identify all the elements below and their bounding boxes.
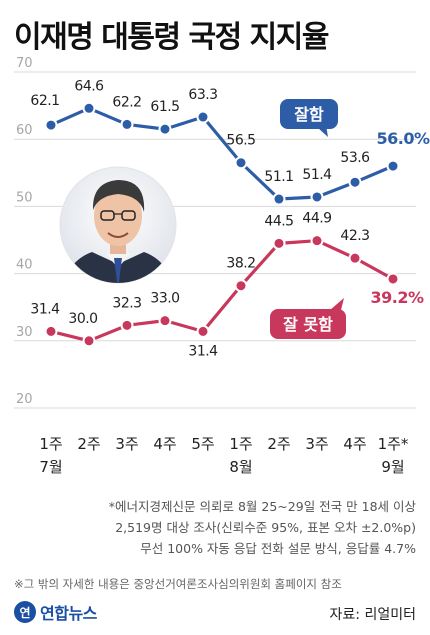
data-point-0-6 (272, 192, 286, 206)
page-title: 이재명 대통령 국정 지지율 (14, 20, 329, 55)
data-label-0-1: 64.6 (74, 78, 104, 94)
data-label-1-3: 33.0 (150, 291, 179, 307)
source-credit: 자료: 리얼미터 (329, 607, 416, 623)
data-label-0-0: 62.1 (30, 93, 59, 109)
data-label-0-6: 51.1 (264, 169, 293, 185)
legend-bubble-bad: 잘 못함 (270, 298, 346, 339)
data-point-1-5 (234, 279, 248, 293)
x-tick-label-4: 5주 (191, 435, 214, 453)
legend-label-1: 잘 못함 (283, 315, 333, 334)
x-tick-label-0: 1주 (39, 435, 62, 453)
data-label-1-1: 30.0 (68, 311, 97, 327)
y-tick-label-20: 20 (16, 392, 33, 407)
data-point-0-5 (234, 156, 248, 170)
survey-note-line-1: *에너지경제신문 의뢰로 8월 25~29일 전국 만 18세 이상 (108, 499, 416, 514)
data-point-0-9 (386, 159, 400, 173)
legend-bubble-tail-0 (318, 125, 328, 137)
legend-bubble-tail-1 (330, 298, 344, 314)
data-point-1-4 (196, 324, 210, 338)
yonhap-logo-text: 연합뉴스 (40, 604, 97, 623)
data-point-1-1 (82, 334, 96, 348)
series-line-1 (50, 239, 394, 343)
survey-note-line-3: 무선 100% 자동 응답 전화 설문 방식, 응답률 4.7% (140, 541, 416, 556)
y-tick-label-50: 50 (16, 190, 33, 205)
x-tick-label-2: 3주 (115, 435, 138, 453)
y-tick-label-30: 30 (16, 325, 33, 340)
data-point-0-8 (348, 175, 362, 189)
data-label-1-6: 44.5 (264, 213, 293, 229)
y-tick-label-40: 40 (16, 258, 33, 273)
legend-bubble-good: 잘함 (280, 99, 338, 137)
survey-note-line-2: 2,519명 대상 조사(신뢰수준 95%, 표본 오차 ±2.0%p) (115, 520, 416, 535)
series-good: 62.1 64.6 62.2 61.5 63.3 56.5 51.1 51.4 53.6 56.0… (30, 78, 430, 206)
data-point-1-6 (272, 236, 286, 250)
data-label-0-5: 56.5 (226, 133, 255, 149)
portrait-photo (59, 166, 177, 284)
data-label-1-8: 42.3 (340, 228, 369, 244)
x-tick-label-5: 1주 (229, 435, 252, 453)
data-point-1-9 (386, 272, 400, 286)
month-label-9: 9월 (381, 458, 404, 476)
series-bad: 31.4 30.0 32.3 33.0 31.4 38.2 44.5 44.9 42.3 39.2… (30, 211, 424, 360)
data-point-0-7 (310, 190, 324, 204)
x-tick-label-7: 3주 (305, 435, 328, 453)
data-point-1-8 (348, 251, 362, 265)
y-tick-label-60: 60 (16, 123, 33, 138)
data-point-1-3 (158, 314, 172, 328)
data-point-1-7 (310, 234, 324, 248)
legend-bubble-bg-1 (270, 309, 346, 339)
yonhap-logo: 연 연합뉴스 (14, 600, 97, 624)
data-label-1-7: 44.9 (302, 211, 331, 227)
y-tick-label-70: 70 (16, 56, 33, 71)
data-label-0-8: 53.6 (340, 150, 370, 166)
x-tick-label-6: 2주 (267, 435, 290, 453)
line-chart: 70 60 50 40 30 20 62.1 64.6 62.2 61.5 63.3 56.5 51.… (14, 56, 430, 476)
footnote: ※그 밖의 자세한 내용은 중앙선거여론조사심의위원회 홈페이지 참조 (14, 577, 342, 591)
series-line-0 (50, 106, 394, 201)
data-label-0-7: 51.4 (302, 167, 332, 183)
month-label-0: 7월 (39, 458, 62, 476)
data-label-0-9: 56.0% (376, 129, 429, 148)
data-point-1-0 (44, 324, 58, 338)
data-label-1-9: 39.2% (370, 288, 423, 307)
data-label-0-4: 63.3 (188, 87, 217, 103)
legend-label-0: 잘함 (294, 105, 324, 124)
x-tick-label-3: 4주 (153, 435, 176, 453)
legend-bubble-bg-0 (280, 99, 338, 129)
x-tick-label-8: 4주 (343, 435, 366, 453)
data-label-1-5: 38.2 (226, 256, 255, 272)
yonhap-logo-mark: 연 (14, 601, 36, 623)
month-label-5: 8월 (229, 458, 252, 476)
data-point-0-3 (158, 122, 172, 136)
data-label-1-0: 31.4 (30, 301, 60, 317)
data-label-1-4: 31.4 (188, 343, 218, 359)
data-label-0-2: 62.2 (112, 94, 141, 110)
data-point-0-4 (196, 110, 210, 124)
data-point-1-2 (120, 318, 134, 332)
x-tick-label-9: 1주* (378, 435, 409, 453)
x-tick-label-1: 2주 (77, 435, 100, 453)
data-label-0-3: 61.5 (150, 99, 179, 115)
data-point-0-0 (44, 118, 58, 132)
data-label-1-2: 32.3 (112, 295, 141, 311)
data-point-0-2 (120, 117, 134, 131)
data-point-0-1 (82, 101, 96, 115)
